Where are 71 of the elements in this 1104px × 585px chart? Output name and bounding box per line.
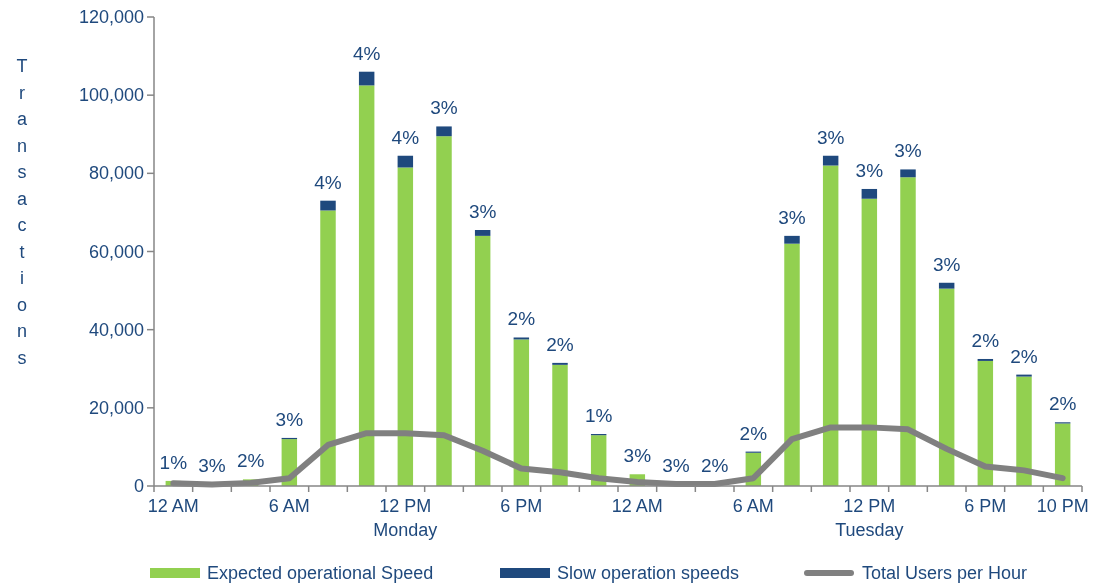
bar	[784, 235, 800, 244]
bar	[320, 210, 336, 486]
annotation: 3%	[275, 408, 304, 430]
annotation: 3%	[855, 159, 884, 181]
y-tick-label: 20,000	[88, 397, 144, 418]
bar	[1054, 423, 1071, 486]
bar	[474, 235, 491, 486]
annotation: 3%	[816, 126, 845, 148]
y-tick-label: 100,000	[78, 85, 144, 106]
bar	[397, 167, 414, 486]
annotation: 3%	[468, 201, 497, 222]
annotation: 1%	[159, 451, 188, 473]
bar	[436, 136, 452, 486]
annotation: 2%	[1010, 345, 1038, 367]
bar	[938, 282, 955, 289]
y-tick-label: 0	[133, 476, 144, 496]
x-tick-label: 12 AM	[147, 496, 199, 516]
x-tick-label: 6 AM	[732, 496, 774, 516]
bar	[784, 243, 800, 486]
annotation: 2%	[546, 333, 574, 355]
bar	[938, 288, 955, 486]
y-tick-label: 40,000	[88, 319, 144, 340]
annotation: 2%	[507, 308, 536, 330]
annotation: 3%	[198, 455, 226, 477]
annotation: 3%	[778, 206, 806, 228]
annotation: 1%	[584, 405, 613, 427]
annotation: 2%	[739, 422, 768, 444]
y-tick-label: 120,000	[78, 7, 144, 27]
annotation: 4%	[391, 126, 420, 148]
x-tick-label: 6 AM	[268, 496, 310, 516]
annotation: 2%	[700, 455, 729, 477]
annotation: 2%	[971, 329, 1000, 351]
bar	[474, 230, 491, 236]
legend-label: Slow operation speeds	[557, 563, 740, 583]
annotation: 2%	[1048, 393, 1077, 415]
bar	[861, 198, 878, 486]
bar	[900, 177, 916, 486]
bar	[900, 169, 916, 178]
bar	[513, 339, 530, 486]
legend-label: Total Users per Hour	[862, 563, 1028, 583]
annotation: 3%	[430, 97, 458, 119]
bar	[822, 155, 839, 166]
bar	[822, 165, 839, 486]
annotation: 3%	[623, 445, 652, 467]
bar	[436, 126, 452, 137]
bar	[320, 200, 336, 211]
y-tick-label: 60,000	[88, 241, 144, 262]
bar	[1016, 376, 1032, 486]
bar	[358, 85, 375, 486]
bar	[358, 71, 375, 86]
x-tick-label: 10 PM	[1036, 496, 1089, 516]
x-tick-label: 6 PM	[500, 496, 543, 516]
x-tick-label: 12 AM	[611, 496, 663, 516]
annotation: 2%	[236, 450, 265, 472]
bar	[552, 364, 568, 486]
annotation: 4%	[352, 42, 381, 64]
annotation: 4%	[314, 171, 342, 193]
annotation: 3%	[894, 140, 922, 162]
text: Tuesday	[835, 520, 904, 540]
x-tick-label: 12 PM	[843, 496, 896, 516]
y-tick-label: 80,000	[88, 163, 144, 184]
x-tick-label: 6 PM	[964, 496, 1007, 516]
x-tick-label: 12 PM	[379, 496, 432, 516]
bar	[977, 360, 994, 486]
annotation: 3%	[932, 253, 961, 275]
legend-label: Expected operational Speed	[207, 563, 434, 583]
bar	[397, 155, 414, 168]
bar	[861, 188, 878, 199]
text: Transactions	[16, 56, 28, 368]
text: Monday	[373, 520, 438, 540]
annotation: 3%	[662, 455, 690, 477]
